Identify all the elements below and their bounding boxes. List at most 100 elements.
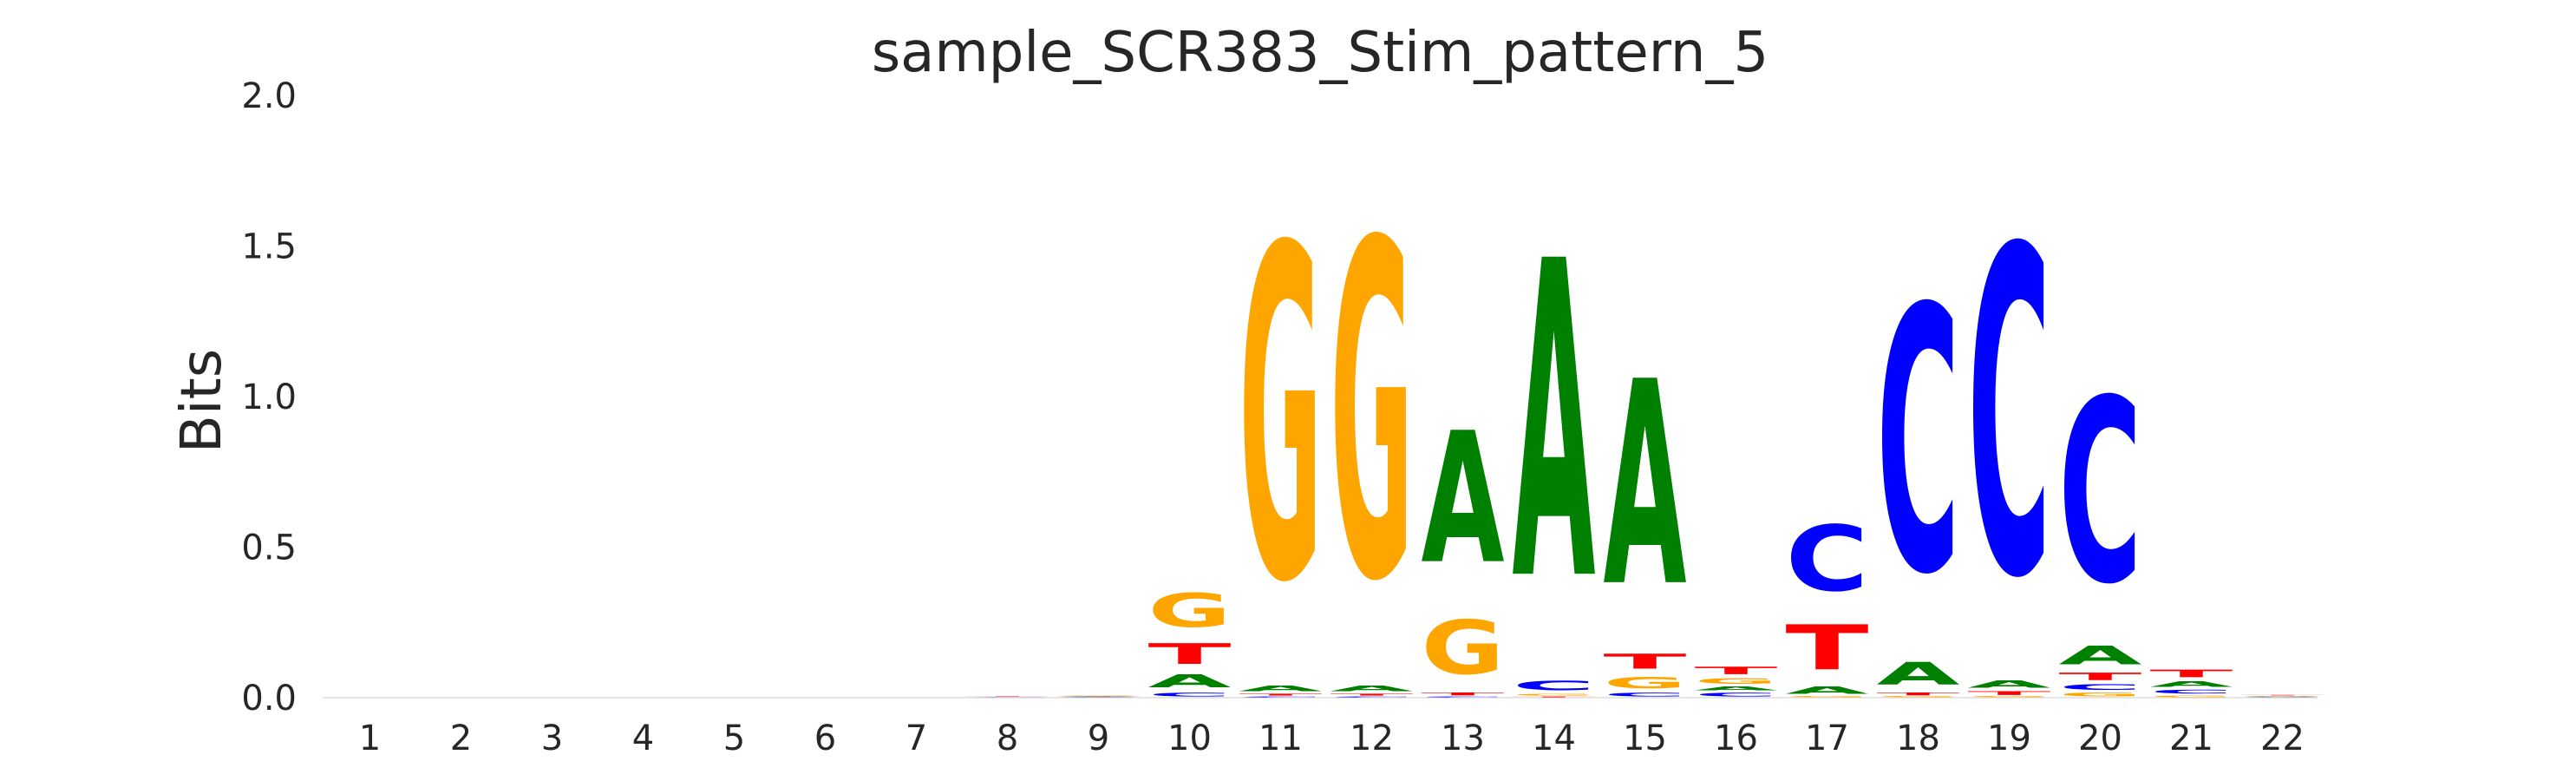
- logo-letter-t: T: [1239, 693, 1323, 696]
- x-tick-label: 15: [1623, 719, 1667, 758]
- logo-letter-a: A: [2059, 640, 2142, 671]
- x-tick-label: 13: [1441, 719, 1485, 758]
- x-tick-label: 19: [1987, 719, 2031, 758]
- x-tick-label: 10: [1167, 719, 1212, 758]
- logo-letter-t: T: [1513, 696, 1596, 698]
- logo-letter-t: T: [1968, 690, 2051, 696]
- logo-letter-t: T: [2150, 667, 2233, 679]
- logo-letter-t: T: [1148, 638, 1232, 671]
- logo-letter-g: G: [1422, 606, 1505, 692]
- logo-letter-t: T: [1330, 693, 1414, 696]
- x-tick-label: 16: [1714, 719, 1758, 758]
- logo-letter-c: C: [2059, 683, 2142, 692]
- x-tick-label: 22: [2260, 719, 2305, 758]
- logo-letter-g: G: [1513, 693, 1596, 696]
- logo-letter-g: G: [2241, 696, 2324, 697]
- logo-letter-c: C: [1239, 696, 1323, 698]
- y-tick-label: 1.5: [241, 227, 297, 267]
- x-tick-label: 14: [1532, 719, 1576, 758]
- logo-letter-c: C: [1968, 155, 2051, 676]
- x-tick-label: 7: [906, 719, 927, 758]
- logo-letter-a: A: [1604, 322, 1687, 648]
- logo-letter-c: C: [1330, 696, 1414, 698]
- x-tick-label: 5: [723, 719, 745, 758]
- logo-letter-t: T: [1786, 613, 1869, 685]
- logo-letter-c: C: [1877, 233, 1960, 655]
- x-tick-label: 17: [1805, 719, 1849, 758]
- logo-letter-c: C: [1513, 679, 1596, 693]
- logo-letter-g: G: [1786, 696, 1869, 698]
- y-tick-label: 0.0: [241, 679, 297, 719]
- x-axis-ticks: 1 2 3 4 5 6 7 8 9 10 11 12 13 14 15 16 17 18 19 20 21 22: [359, 719, 2305, 758]
- y-axis-label: Bits: [170, 349, 234, 453]
- logo-letter-c: C: [1422, 696, 1505, 698]
- x-tick-label: 11: [1259, 719, 1303, 758]
- logo-letter-a: A: [1513, 171, 1597, 677]
- y-tick-label: 1.0: [241, 377, 297, 417]
- logo-letter-g: G: [1604, 673, 1687, 692]
- y-tick-label: 2.0: [241, 76, 297, 116]
- logo-letter-c: C: [1786, 506, 1869, 611]
- logo-letter-a: A: [2150, 679, 2233, 688]
- y-tick-label: 0.5: [241, 528, 297, 568]
- x-tick-label: 21: [2169, 719, 2213, 758]
- logo-letter-g: G: [1968, 696, 2051, 698]
- logo-letter-g: G: [1695, 677, 1778, 686]
- logo-letter-c: C: [1695, 692, 1778, 698]
- logo-letter-t: T: [966, 696, 1049, 697]
- logo-letter-c: C: [1148, 692, 1232, 698]
- logo-letter-g: G: [1330, 146, 1414, 683]
- logo-letter-t: T: [1695, 665, 1778, 677]
- logo-letter-a: A: [1695, 686, 1778, 692]
- x-tick-label: 9: [1088, 719, 1109, 758]
- logo-letter-a: A: [1968, 678, 2051, 690]
- x-tick-label: 2: [450, 719, 472, 758]
- chart-title: sample_SCR383_Stim_pattern_5: [872, 21, 1769, 85]
- x-tick-label: 18: [1896, 719, 1940, 758]
- logo-letter-g: G: [2059, 692, 2142, 698]
- logo-letter-g: G: [1057, 694, 1141, 695]
- logo-letter-g: G: [2150, 695, 2233, 698]
- x-tick-label: 3: [541, 719, 563, 758]
- logo-letter-g: G: [1877, 696, 1960, 698]
- logo-letter-c: C: [1057, 697, 1141, 698]
- y-axis-ticks: 0.0 0.5 1.0 1.5 2.0: [241, 76, 297, 719]
- logo-letter-t: T: [2059, 671, 2142, 683]
- x-tick-label: 1: [359, 719, 381, 758]
- logo-letter-c: C: [2059, 347, 2142, 640]
- x-tick-label: 8: [997, 719, 1018, 758]
- logo-letter-t: T: [2241, 695, 2324, 696]
- logo-letter-t: T: [1877, 692, 1960, 696]
- logo-letter-a: A: [1239, 684, 1323, 692]
- logo-letter-a: A: [1148, 671, 1232, 692]
- logo-letter-t: T: [1057, 697, 1141, 698]
- x-tick-label: 4: [632, 719, 654, 758]
- x-tick-label: 12: [1350, 719, 1394, 758]
- logo-letter-c: C: [1604, 692, 1687, 698]
- logo-letter-c: C: [2241, 697, 2324, 698]
- x-tick-label: 6: [814, 719, 836, 758]
- logo-letter-g: G: [1148, 584, 1232, 638]
- logo-letter-a: A: [2241, 697, 2324, 698]
- logo-letter-a: A: [1330, 684, 1414, 692]
- logo-letter-a: A: [1057, 696, 1141, 697]
- logo-letter-t: T: [1422, 692, 1505, 696]
- x-tick-label: 20: [2078, 719, 2122, 758]
- logo-letter-a: A: [1786, 684, 1869, 696]
- logo-letter-g: G: [1239, 152, 1323, 683]
